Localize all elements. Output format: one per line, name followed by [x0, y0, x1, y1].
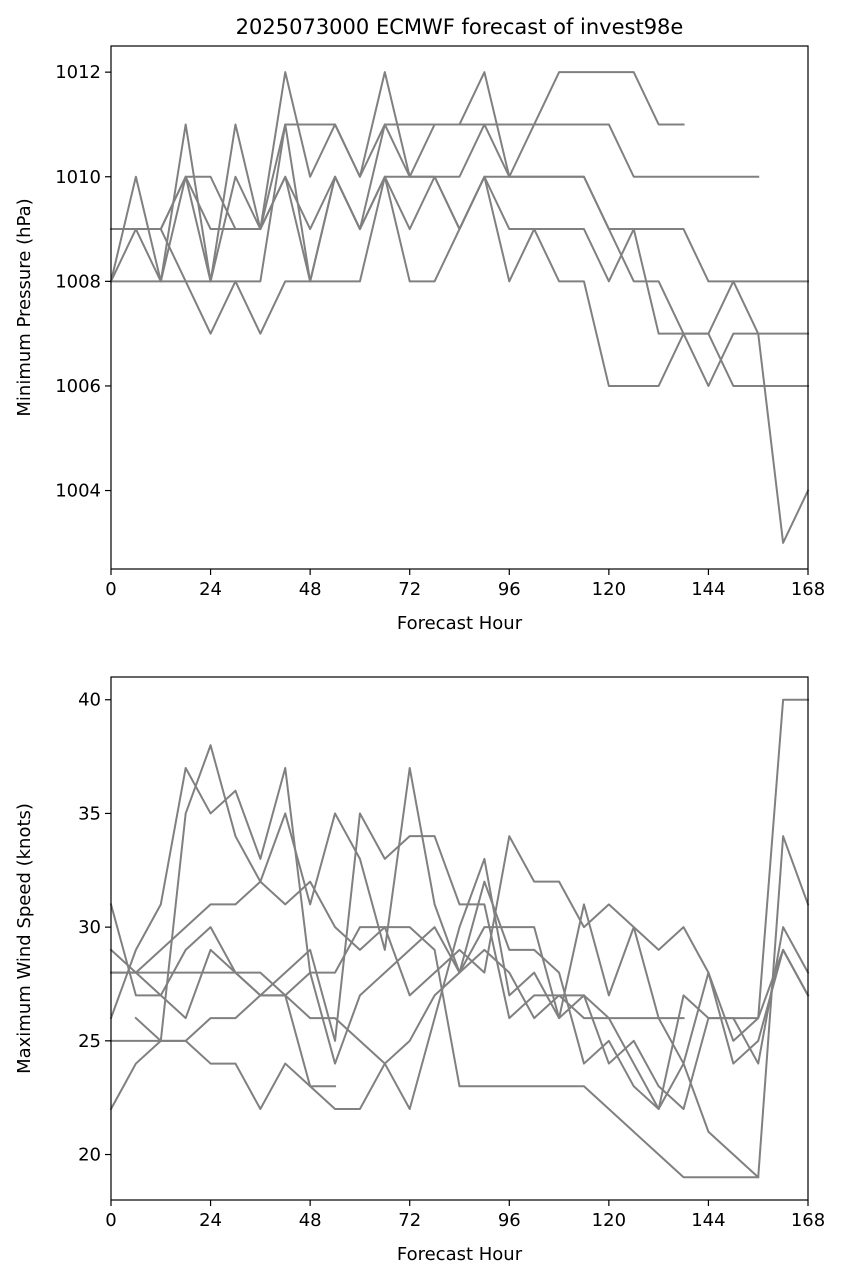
y-tick-label: 1004: [55, 481, 101, 502]
x-tick-label: 168: [791, 579, 825, 600]
wind-chart: 0 24 48 72 96 120 144 168 20 25 30 35 40 Forecast Hou…: [14, 676, 825, 1265]
series-line-1: [110, 971, 337, 1088]
y-tick-label: 1006: [55, 376, 101, 397]
x-tick-label: 48: [299, 1210, 322, 1231]
x-tick-label: 96: [498, 1210, 521, 1231]
x-tick-label: 168: [791, 1210, 825, 1231]
x-tick-label: 72: [398, 579, 421, 600]
x-tick-label: 72: [398, 1210, 421, 1231]
x-axis-label: Forecast Hour: [397, 1244, 523, 1265]
x-tick-label: 24: [199, 579, 222, 600]
pressure-chart: 0 24 48 72 96 120 144 168 1004 1006 1008 1010 1012 Fo…: [14, 15, 825, 634]
x-axis-label: Forecast Hour: [397, 613, 523, 634]
x-tick-label: 0: [105, 1210, 116, 1231]
y-tick-label: 40: [78, 690, 101, 711]
series-line-6: [110, 175, 810, 544]
y-tick-label: 20: [78, 1145, 101, 1166]
y-tick-label: 1008: [55, 271, 101, 292]
y-tick-label: 1010: [55, 167, 101, 188]
series-line-8: [134, 744, 810, 1111]
x-tick-label: 48: [299, 579, 322, 600]
y-tick-label: 35: [78, 803, 101, 824]
x-tick-label: 144: [691, 1210, 725, 1231]
series-line-5: [109, 698, 809, 1042]
x-tick-label: 0: [105, 579, 116, 600]
axes-frame: [110, 45, 809, 570]
y-tick-label: 30: [78, 917, 101, 938]
y-tick-label: 25: [78, 1031, 101, 1052]
y-axis-label: Minimum Pressure (hPa): [14, 198, 35, 416]
y-tick-label: 1012: [55, 62, 101, 83]
series-line-6: [109, 857, 810, 1111]
axes-frame: [110, 676, 809, 1201]
x-tick-label: 120: [592, 579, 626, 600]
series-line-7: [110, 812, 810, 1179]
y-axis-label: Maximum Wind Speed (knots): [14, 803, 35, 1074]
x-tick-label: 144: [691, 579, 725, 600]
series-line-4: [110, 123, 809, 387]
chart-title: 2025073000 ECMWF forecast of invest98e: [236, 15, 684, 39]
series-line-2: [109, 123, 760, 283]
x-tick-label: 120: [592, 1210, 626, 1231]
series-line-3: [110, 880, 760, 1179]
x-tick-label: 24: [199, 1210, 222, 1231]
x-tick-label: 96: [498, 579, 521, 600]
